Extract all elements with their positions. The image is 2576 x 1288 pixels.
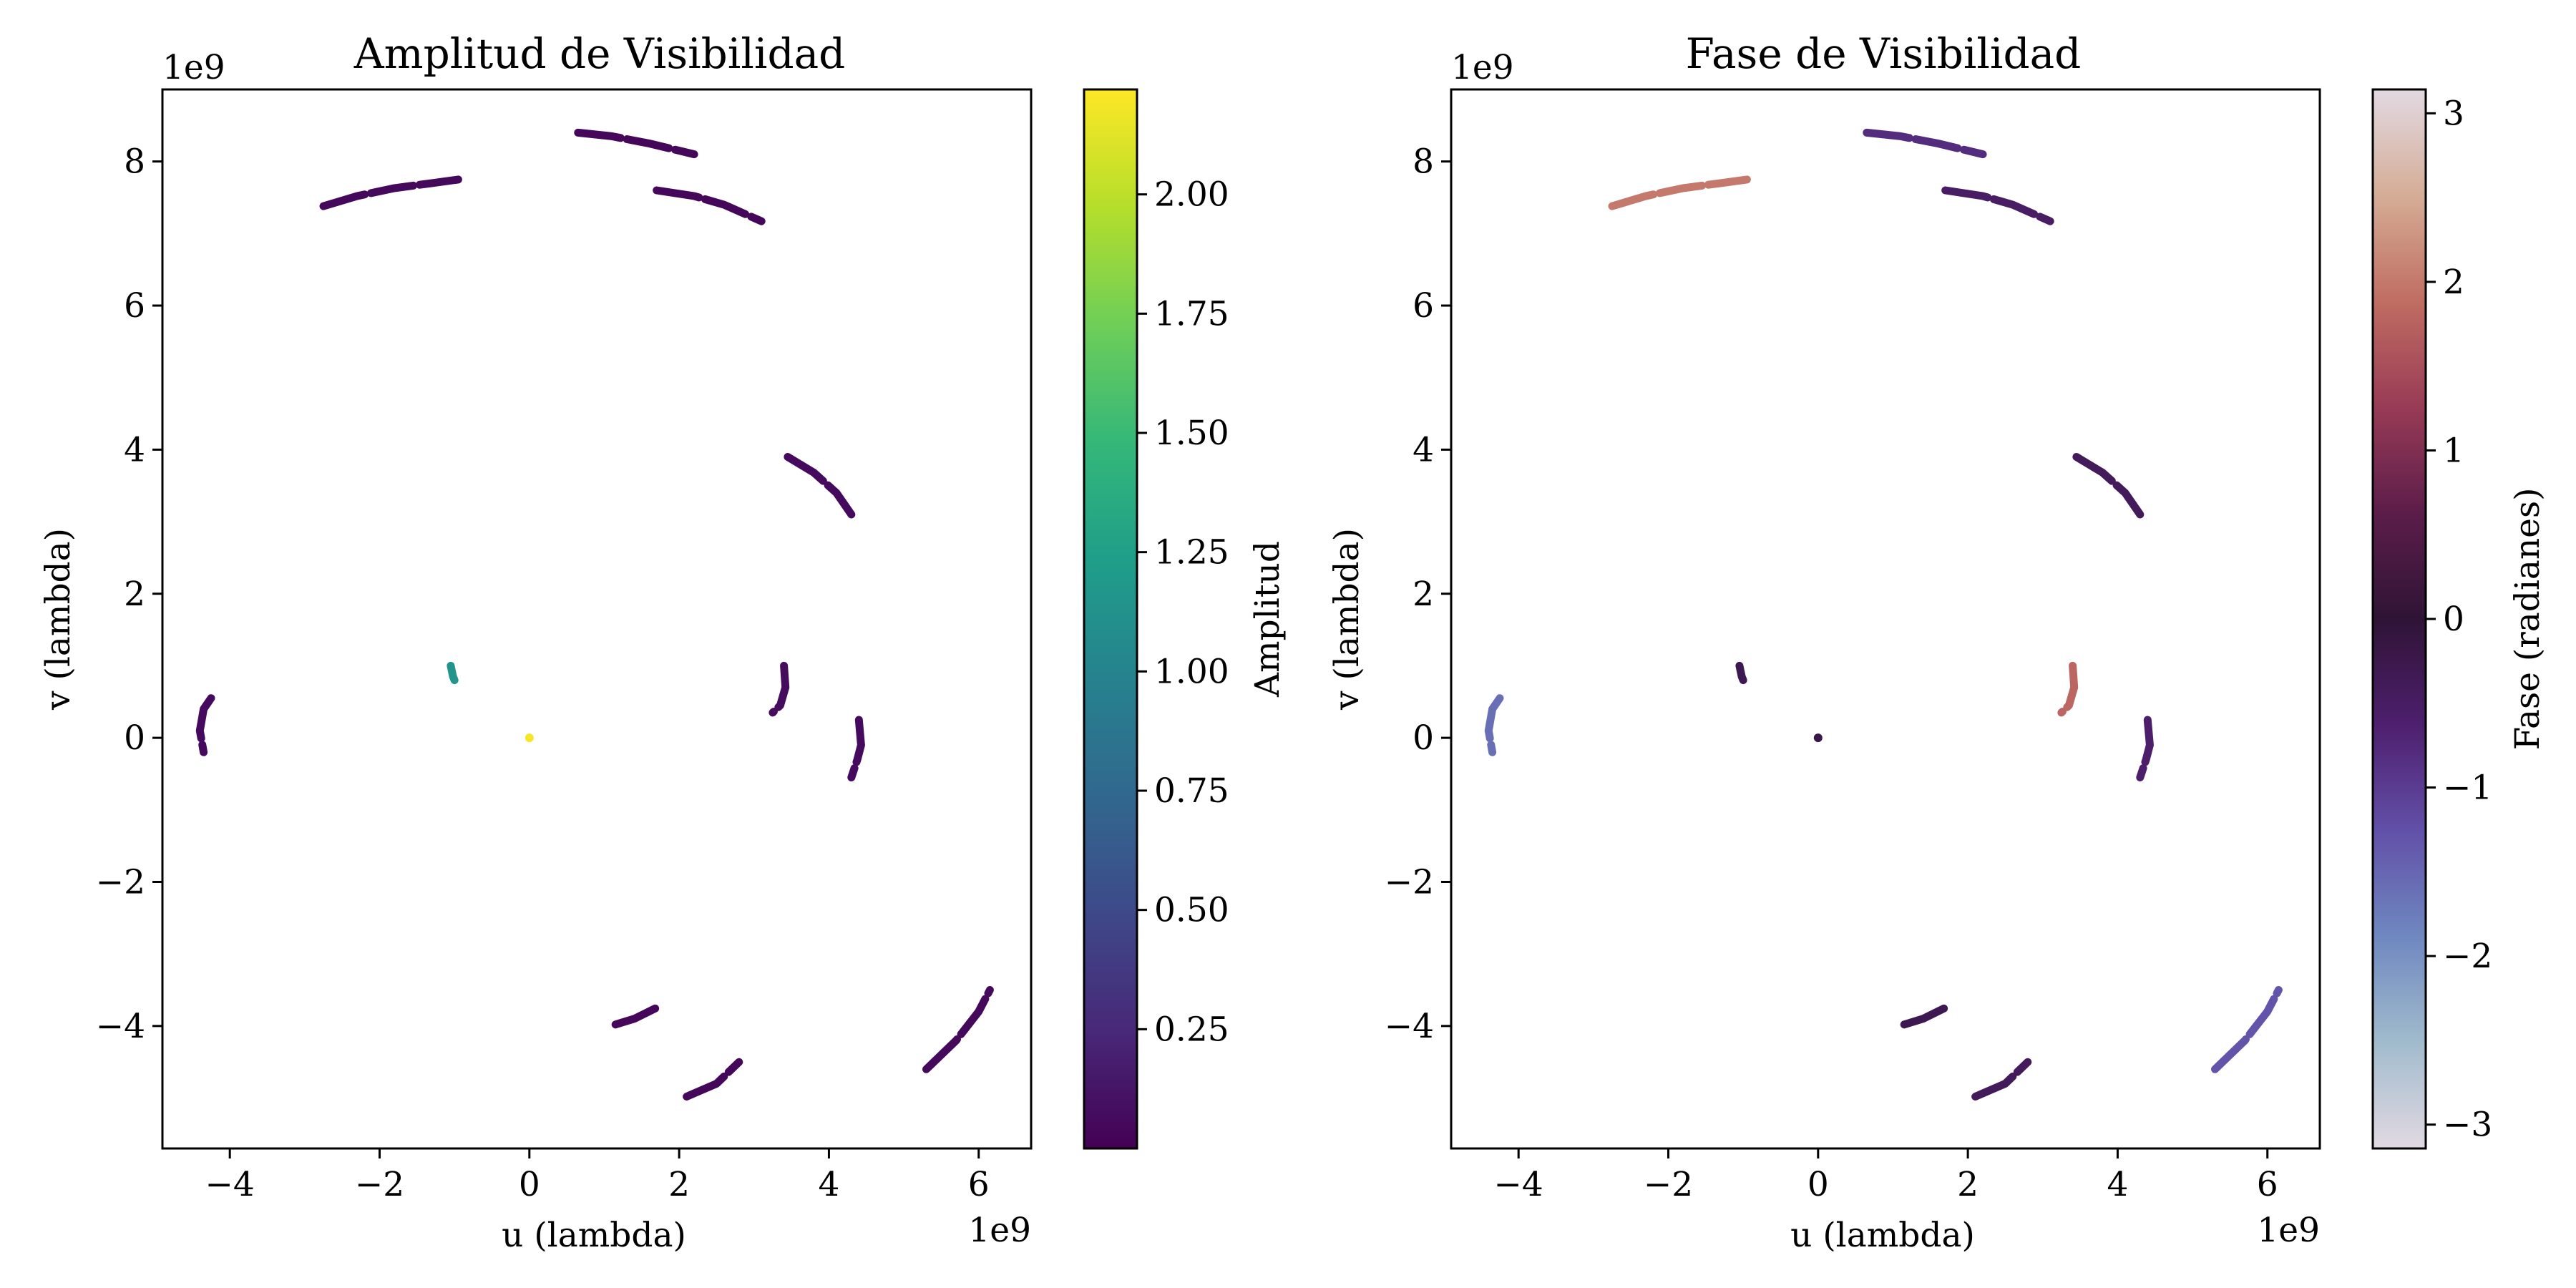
x-axis-label: u (lambda): [502, 1216, 686, 1255]
x-tick-label: 0: [1807, 1165, 1829, 1204]
x-axis-label: u (lambda): [1790, 1216, 1975, 1255]
x-tick-label: 4: [818, 1165, 839, 1204]
colorbar-tick-label: 1.25: [1154, 533, 1229, 572]
scatter-track-arc-1: [319, 175, 462, 210]
colorbar-tick-label: 1.50: [1154, 414, 1229, 453]
x-axis-ticks: −4 −2 0 2 4 6: [1494, 1148, 2278, 1204]
y-tick-label: −4: [1385, 1007, 1434, 1046]
plot-frame: [1450, 88, 2321, 1150]
y-tick-label: 0: [124, 718, 145, 758]
chart-title: Amplitud de Visibilidad: [353, 29, 846, 78]
colorbar-tick-label: 0.25: [1154, 1010, 1229, 1049]
panel-amplitude: Amplitud de Visibilidad −4 −2 0 2 4 6 −4 −2 0 2 4…: [39, 29, 1287, 1255]
colorbar-tick-label: 0.75: [1154, 771, 1229, 811]
scatter-track-arc-1: [1608, 175, 1751, 210]
colorbar-label: Fase (radianes): [2508, 488, 2547, 751]
x-tick-label: −4: [1494, 1165, 1543, 1204]
colorbar-tick-label: 0: [2443, 600, 2464, 639]
y-tick-label: 4: [124, 430, 145, 469]
scatter-points: [195, 128, 994, 1101]
colorbar-tick-label: −3: [2443, 1106, 2492, 1145]
colorbar-frame: [1083, 88, 1138, 1150]
x-tick-label: 2: [1957, 1165, 1979, 1204]
scatter-track-arc-2: [574, 128, 698, 159]
x-offset-label: 1e9: [2257, 1211, 2320, 1250]
y-tick-label: −2: [1385, 862, 1434, 902]
y-tick-label: 8: [1413, 142, 1434, 182]
scatter-track-arc-11: [2211, 986, 2283, 1073]
colorbar-tick-label: 1.00: [1154, 652, 1229, 691]
colorbar: 0.25 0.50 0.75 1.00 1.25 1.50 1.75 2.00: [1083, 88, 1229, 1150]
y-axis-label: v (lambda): [39, 528, 78, 711]
y-axis-label: v (lambda): [1327, 528, 1367, 711]
x-tick-label: 4: [2107, 1165, 2128, 1204]
x-tick-label: 0: [519, 1165, 540, 1204]
scatter-point-dot-center: [1813, 733, 1823, 743]
scatter-point-dot-center: [525, 733, 534, 743]
scatter-track-arc-3: [653, 186, 766, 225]
scatter-track-arc-3: [1941, 186, 2054, 225]
scatter-points: [1484, 128, 2283, 1101]
scatter-track-arc-4: [2072, 453, 2145, 519]
colorbar: −3 −2 −1 0 1 2 3: [2371, 88, 2492, 1150]
y-offset-label: 1e9: [162, 48, 225, 87]
colorbar-tick-label: 2.00: [1154, 175, 1229, 215]
x-tick-label: −4: [205, 1165, 255, 1204]
scatter-track-arc-5: [2057, 661, 2079, 717]
x-axis-ticks: −4 −2 0 2 4 6: [205, 1148, 990, 1204]
x-tick-label: 6: [968, 1165, 990, 1204]
scatter-track-arc-9: [1900, 1002, 1953, 1029]
scatter-track-arc-11: [922, 986, 994, 1073]
scatter-track-arc-8: [447, 661, 459, 685]
colorbar-tick-label: −2: [2443, 937, 2492, 976]
panel-phase: Fase de Visibilidad −4 −2 0 2 4 6 −4 −2 0 2 4 6 8 u…: [1327, 29, 2547, 1255]
y-tick-label: 6: [1413, 286, 1434, 326]
colorbar-tick-label: 1.75: [1154, 294, 1229, 333]
x-tick-label: 2: [668, 1165, 690, 1204]
scatter-track-arc-5: [769, 661, 790, 717]
y-tick-label: 0: [1413, 718, 1434, 758]
scatter-track-arc-2: [1863, 128, 1987, 159]
y-tick-label: −4: [96, 1007, 145, 1046]
y-tick-label: 2: [1413, 575, 1434, 614]
colorbar-tick-label: 2: [2443, 263, 2464, 302]
colorbar-gradient: [2373, 89, 2426, 1148]
scatter-track-arc-10: [1971, 1058, 2032, 1101]
scatter-track-arc-8: [1735, 661, 1747, 685]
y-axis-ticks: −4 −2 0 2 4 6 8: [1385, 142, 1451, 1046]
colorbar-tick-label: 0.50: [1154, 891, 1229, 930]
chart-title: Fase de Visibilidad: [1686, 29, 2082, 78]
x-tick-label: −2: [1644, 1165, 1693, 1204]
scatter-track-arc-7: [195, 694, 215, 756]
scatter-track-arc-4: [784, 453, 856, 519]
scatter-track-arc-10: [683, 1058, 743, 1101]
scatter-track-arc-6: [847, 716, 865, 781]
colorbar-tick-label: 3: [2443, 94, 2464, 133]
y-tick-label: 4: [1413, 430, 1434, 469]
colorbar-label: Amplitud: [1248, 541, 1287, 698]
y-offset-label: 1e9: [1451, 48, 1514, 87]
plot-frame: [161, 88, 1033, 1150]
y-tick-label: −2: [96, 862, 145, 902]
y-axis-ticks: −4 −2 0 2 4 6 8: [96, 142, 162, 1046]
x-tick-label: −2: [355, 1165, 404, 1204]
scatter-track-arc-9: [611, 1002, 665, 1029]
colorbar-tick-label: −1: [2443, 769, 2492, 808]
colorbar-tick-label: 1: [2443, 431, 2464, 470]
colorbar-gradient: [1084, 89, 1137, 1148]
y-tick-label: 2: [124, 575, 145, 614]
scatter-track-arc-7: [1484, 694, 1504, 756]
x-tick-label: 6: [2257, 1165, 2278, 1204]
x-offset-label: 1e9: [968, 1211, 1031, 1250]
scatter-track-arc-6: [2136, 716, 2154, 781]
y-tick-label: 8: [124, 142, 145, 182]
y-tick-label: 6: [124, 286, 145, 326]
